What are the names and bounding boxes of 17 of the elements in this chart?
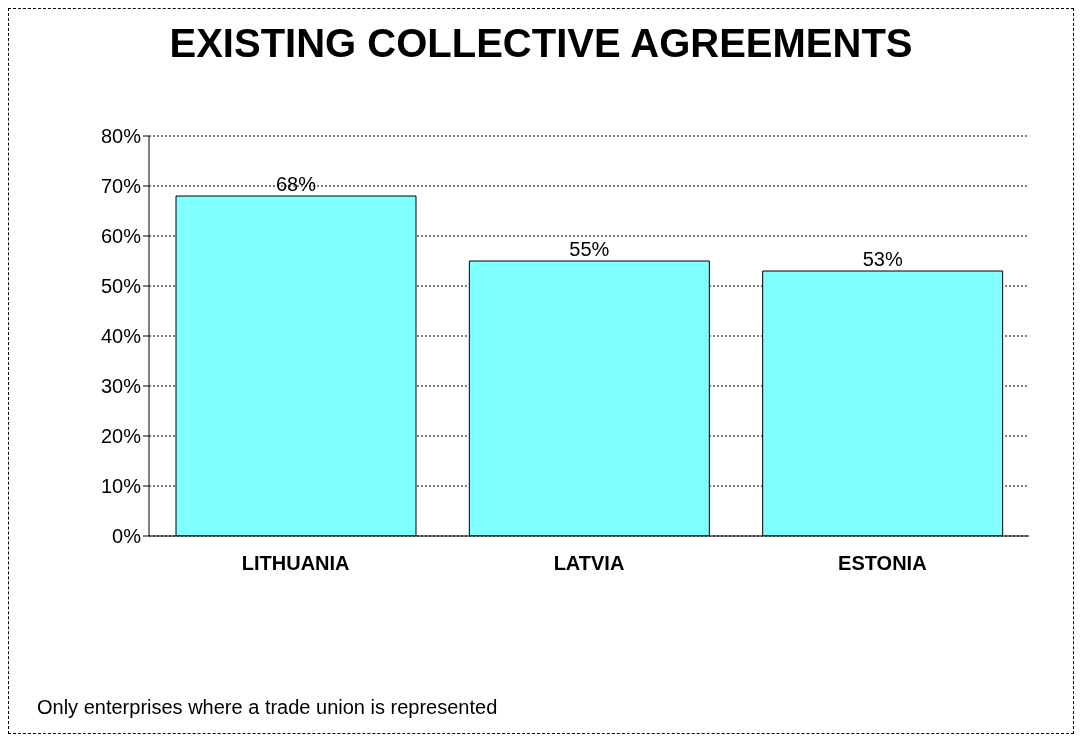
text: Only enterprises where a trade union is represented [37,696,498,719]
y-tick-label: 10% [100,475,142,498]
y-tick-label: 30% [100,375,142,398]
y-tick-label: 70% [100,175,142,198]
data-label: 68% [275,173,317,195]
y-tick-label: 50% [100,275,142,298]
y-tick-label: 80% [100,125,142,148]
data-label: 53% [862,248,903,270]
data-label: 55% [569,238,610,260]
y-tick-label: 0% [112,525,142,548]
chart-title: EXISTING COLLECTIVE AGREEMENTS [168,21,914,66]
x-tick-label: LITHUANIA [241,552,350,575]
y-tick-label: 40% [100,325,142,348]
y-tick-label: 60% [100,225,142,248]
x-tick-label: ESTONIA [838,552,927,575]
x-tick-label: LATVIA [553,552,625,575]
y-tick-label: 20% [100,425,142,448]
